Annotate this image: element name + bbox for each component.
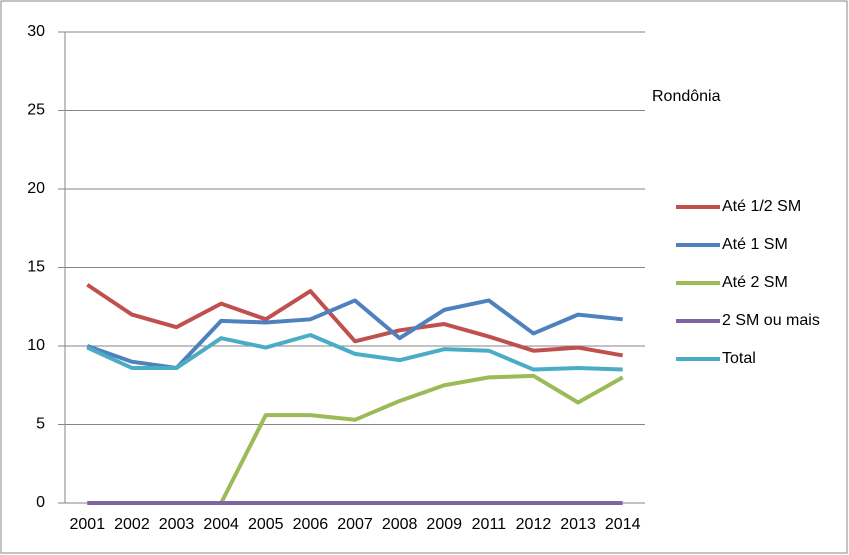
y-tick-label: 0 bbox=[36, 494, 45, 511]
x-tick-label: 2002 bbox=[114, 516, 150, 533]
y-tick-label: 10 bbox=[27, 337, 45, 354]
legend-label: Até 2 SM bbox=[722, 274, 788, 291]
legend-label: 2 SM ou mais bbox=[722, 312, 820, 329]
x-tick-label: 2009 bbox=[426, 516, 462, 533]
y-tick-label: 5 bbox=[36, 416, 45, 433]
x-tick-label: 2011 bbox=[472, 516, 507, 533]
x-tick-label: 2008 bbox=[382, 516, 418, 533]
x-tick-label: 2005 bbox=[248, 516, 284, 533]
y-tick-label: 30 bbox=[27, 23, 45, 40]
x-tick-label: 2004 bbox=[203, 516, 239, 533]
x-tick-label: 2003 bbox=[159, 516, 195, 533]
x-tick-label: 2007 bbox=[337, 516, 373, 533]
y-tick-label: 20 bbox=[27, 180, 45, 197]
x-tick-label: 2012 bbox=[516, 516, 552, 533]
x-tick-label: 2006 bbox=[293, 516, 329, 533]
legend-label: Até 1/2 SM bbox=[722, 198, 801, 215]
series-line bbox=[86, 333, 623, 372]
y-tick-label: 15 bbox=[27, 259, 45, 276]
x-tick-label: 2014 bbox=[605, 516, 641, 533]
x-tick-label: 2013 bbox=[560, 516, 596, 533]
chart-title: Rondônia bbox=[652, 88, 721, 105]
legend-label: Total bbox=[722, 350, 756, 367]
x-tick-label: 2001 bbox=[70, 516, 106, 533]
legend-label: Até 1 SM bbox=[722, 236, 788, 253]
y-tick-label: 25 bbox=[27, 102, 45, 119]
series-line bbox=[86, 283, 624, 358]
